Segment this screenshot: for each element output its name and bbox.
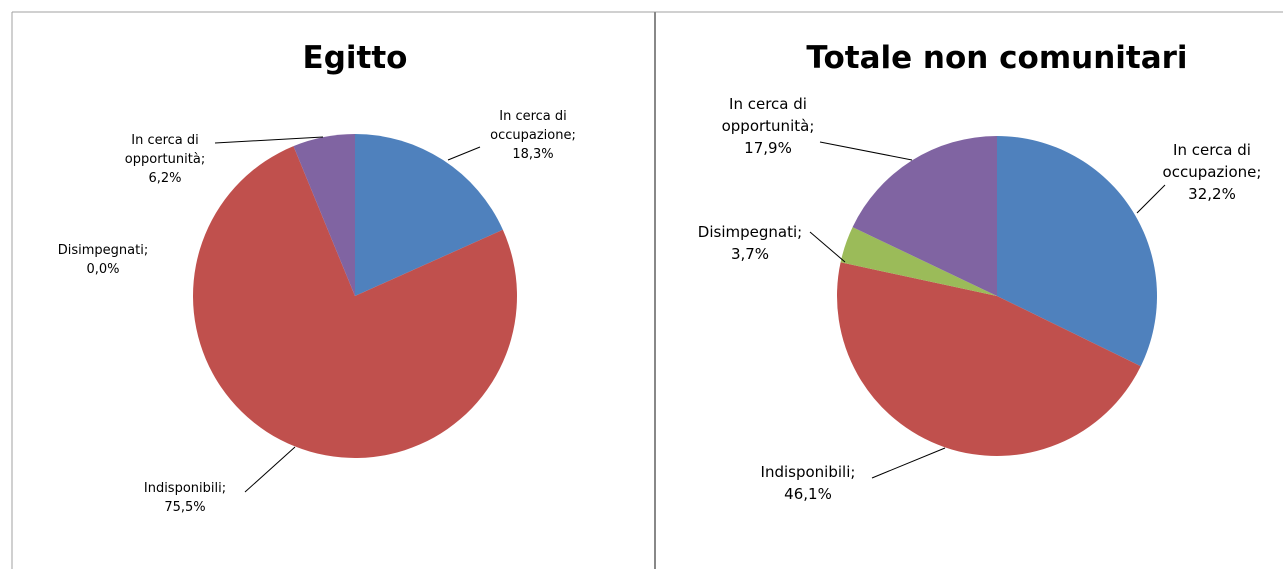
chart-title: Egitto — [302, 40, 408, 76]
leader-line — [447, 146, 481, 161]
data-label: Indisponibili; 46,1% — [733, 462, 883, 506]
label-value: 6,2% — [148, 170, 182, 186]
data-label: In cerca di occupazione; 18,3% — [473, 108, 593, 165]
pie-slice — [355, 134, 503, 296]
leader-line — [809, 231, 846, 263]
label-separator: ; — [143, 243, 149, 258]
label-category: In cerca di opportunità — [721, 95, 810, 135]
label-value: 46,1% — [784, 484, 832, 503]
label-category: Indisponibili — [760, 463, 851, 481]
pie-slice — [193, 146, 517, 459]
label-separator: ; — [221, 481, 227, 496]
pie-slice — [837, 262, 1141, 456]
label-separator: ; — [809, 116, 815, 135]
label-separator: ; — [1256, 162, 1262, 181]
label-value: 18,3% — [512, 146, 554, 162]
data-label: In cerca di opportunità; 17,9% — [703, 94, 833, 159]
data-label: Disimpegnati; 0,0% — [38, 242, 168, 280]
leader-line — [819, 141, 913, 161]
pie-slice — [852, 136, 997, 296]
label-value: 75,5% — [164, 499, 206, 515]
label-separator: ; — [850, 463, 856, 481]
label-category: Disimpegnati — [57, 243, 144, 258]
label-value: 32,2% — [1188, 184, 1236, 203]
label-category: Indisponibili — [143, 481, 222, 496]
pie-slice — [997, 136, 1157, 367]
pie-slice — [293, 134, 355, 296]
leader-line — [871, 447, 946, 479]
data-label: Disimpegnati; 3,7% — [675, 222, 825, 266]
label-separator: ; — [797, 223, 803, 241]
pie-slice — [840, 227, 997, 296]
label-separator: ; — [200, 151, 206, 167]
label-value: 17,9% — [744, 138, 792, 157]
data-label: In cerca di opportunità; 6,2% — [105, 132, 225, 189]
label-value: 0,0% — [86, 261, 120, 277]
data-label: Indisponibili; 75,5% — [115, 480, 255, 518]
label-value: 3,7% — [730, 244, 770, 263]
leader-line — [244, 446, 296, 493]
label-category: In cerca di occupazione — [490, 109, 572, 143]
leader-line — [1136, 184, 1166, 214]
label-category: Disimpegnati — [697, 223, 798, 241]
label-category: In cerca di occupazione — [1162, 141, 1257, 181]
chart-title: Totale non comunitari — [806, 40, 1188, 76]
label-separator: ; — [571, 127, 576, 143]
label-category: In cerca di opportunità — [124, 133, 201, 167]
leader-line — [214, 136, 324, 144]
data-label: In cerca di occupazione; 32,2% — [1147, 140, 1277, 205]
